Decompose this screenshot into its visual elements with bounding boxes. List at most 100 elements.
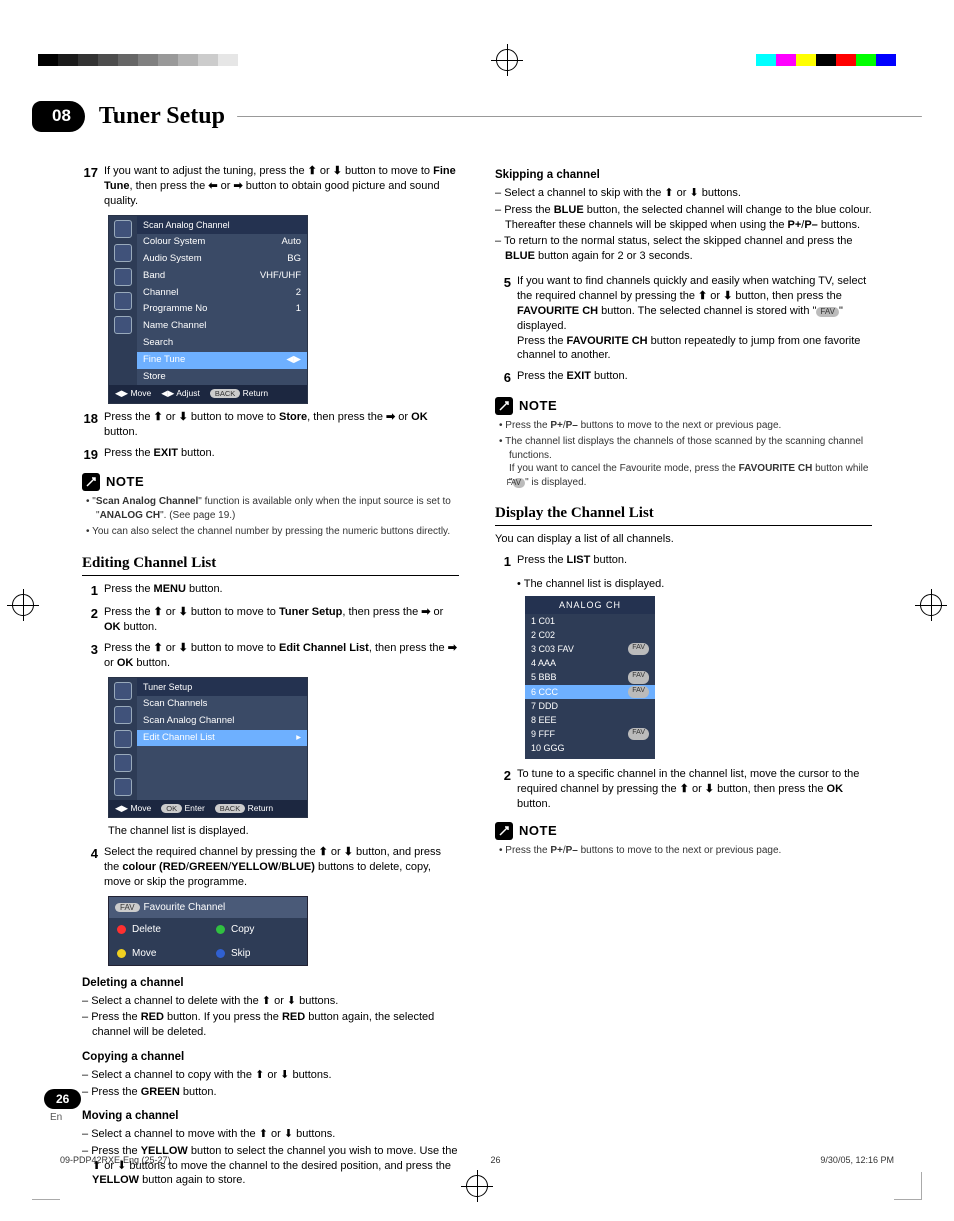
cropmark-icon <box>32 1172 60 1200</box>
step-number: 1 <box>495 553 517 571</box>
reg-square <box>38 54 58 66</box>
osd-row-selected: Fine Tune ◀▶ <box>137 352 307 369</box>
page: 08 Tuner Setup 17 If you want to adjust … <box>0 0 954 1210</box>
osd-title: Scan Analog Channel <box>137 216 307 234</box>
up-arrow-icon: ⬆ <box>154 606 163 618</box>
right-column: Skipping a channel Select a channel to s… <box>495 158 872 1190</box>
section-display-channel-list: Display the Channel List You can display… <box>495 503 872 857</box>
registration-target-icon <box>496 49 518 71</box>
footer-meta: 09-PDP42RXE-Eng (25-27) 26 9/30/05, 12:1… <box>0 1154 954 1166</box>
chevron-right-icon: ▸ <box>296 732 301 745</box>
note-item: You can also select the channel number b… <box>86 525 459 539</box>
reg-square <box>896 54 916 66</box>
sub-heading-move: Moving a channel <box>82 1109 459 1125</box>
reg-square <box>238 54 258 66</box>
language-label: En <box>44 1111 81 1125</box>
step-text: Press the EXIT button. <box>517 369 872 387</box>
reg-square <box>118 54 138 66</box>
down-arrow-icon: ⬇ <box>333 165 342 177</box>
osd-side-icons <box>109 216 137 385</box>
osd-icon <box>114 682 132 700</box>
channel-row: 4 AAA <box>525 656 655 670</box>
osd-row: Programme No1 <box>137 301 307 318</box>
step-number: 4 <box>82 845 104 890</box>
reg-square <box>58 54 78 66</box>
step-text: Press the ⬆ or ⬇ button to move to Edit … <box>104 641 459 671</box>
note-header: NOTE <box>495 397 872 415</box>
note-item: "Scan Analog Channel" function is availa… <box>86 495 459 522</box>
note-list: Press the P+/P– buttons to move to the n… <box>499 419 872 490</box>
left-arrow-icon: ⬅ <box>208 180 217 192</box>
osd-row: Audio SystemBG <box>137 251 307 268</box>
step-3: 3 Press the ⬆ or ⬇ button to move to Edi… <box>82 641 459 671</box>
up-arrow-icon: ⬆ <box>308 165 317 177</box>
bullet-item: The channel list is displayed. <box>517 577 872 592</box>
step-text: Press the ⬆ or ⬇ button to move to Store… <box>104 410 459 440</box>
note-list: Press the P+/P– buttons to move to the n… <box>499 844 872 858</box>
down-arrow-icon: ⬇ <box>344 846 353 858</box>
chapter-rule <box>237 116 922 117</box>
osd-row: Store <box>137 369 307 386</box>
left-column: 17 If you want to adjust the tuning, pre… <box>82 158 459 1190</box>
footer-center: 26 <box>490 1154 500 1166</box>
osd-label: Fine Tune <box>143 354 185 367</box>
chapter-title: Tuner Setup <box>99 100 225 132</box>
osd-icon <box>114 268 132 286</box>
osd-row: Scan Analog Channel <box>137 713 307 730</box>
osd-icon <box>114 706 132 724</box>
channel-row: 7 DDD <box>525 699 655 713</box>
reg-square <box>876 54 896 66</box>
up-arrow-icon: ⬆ <box>319 846 328 858</box>
step-text: Press the ⬆ or ⬇ button to move to Tuner… <box>104 605 459 635</box>
step-number: 19 <box>82 446 104 464</box>
dash-item: Select a channel to move with the ⬆ or ⬇… <box>82 1127 459 1142</box>
grayscale-squares <box>38 54 258 66</box>
step-18: 18 Press the ⬆ or ⬇ button to move to St… <box>82 410 459 440</box>
osd-value: ◀▶ <box>286 354 301 367</box>
top-registration-bar <box>32 40 922 80</box>
step-19: 19 Press the EXIT button. <box>82 446 459 464</box>
osd-icon <box>114 730 132 748</box>
sub-heading-copy: Copying a channel <box>82 1050 459 1066</box>
two-column-content: 17 If you want to adjust the tuning, pre… <box>32 158 922 1190</box>
dash-item: Select a channel to skip with the ⬆ or ⬇… <box>495 186 872 201</box>
down-arrow-icon: ⬇ <box>723 290 732 302</box>
section-subtext: You can display a list of all channels. <box>495 532 872 547</box>
channel-row: 6 CCCFAV <box>525 685 655 699</box>
right-arrow-icon: ➡ <box>386 411 395 423</box>
bold-term: OK <box>411 411 428 423</box>
reg-square <box>796 54 816 66</box>
bold-term: Store <box>279 411 307 423</box>
color-squares <box>756 54 916 66</box>
step-17: 17 If you want to adjust the tuning, pre… <box>82 164 459 209</box>
osd-icon <box>114 244 132 262</box>
reg-square <box>98 54 118 66</box>
sub-heading-delete: Deleting a channel <box>82 976 459 992</box>
fav-panel-title: FAVFavourite Channel <box>109 897 307 919</box>
channel-row: 1 C01 <box>525 614 655 628</box>
note-icon <box>495 397 513 415</box>
osd-row: Colour SystemAuto <box>137 234 307 251</box>
step-6: 6 Press the EXIT button. <box>495 369 872 387</box>
footer-right: 9/30/05, 12:16 PM <box>820 1154 894 1166</box>
channel-row: 8 EEE <box>525 713 655 727</box>
step-text: Press the LIST button. <box>517 553 872 571</box>
fav-cell: Skip <box>208 942 307 966</box>
right-arrow-icon: ➡ <box>448 642 457 654</box>
osd-footer: ◀▶ Move ◀▶ Adjust BACK Return <box>109 385 307 402</box>
reg-square <box>756 54 776 66</box>
channel-row: 3 C03 FAVFAV <box>525 642 655 656</box>
step-number: 18 <box>82 410 104 440</box>
reg-square <box>178 54 198 66</box>
text: , then press the <box>129 180 208 192</box>
step-5: 5 If you want to find channels quickly a… <box>495 274 872 363</box>
page-number-badge: 26 En <box>44 1089 81 1125</box>
up-arrow-icon: ⬆ <box>698 290 707 302</box>
chapter-number-badge: 08 <box>32 101 85 132</box>
note-item: Press the P+/P– buttons to move to the n… <box>499 419 872 433</box>
dash-item: Select a channel to delete with the ⬆ or… <box>82 994 459 1009</box>
channel-row: 9 FFFFAV <box>525 727 655 741</box>
step-number: 6 <box>495 369 517 387</box>
fav-badge-icon: FAV <box>816 307 839 317</box>
channel-row: 5 BBBFAV <box>525 670 655 684</box>
